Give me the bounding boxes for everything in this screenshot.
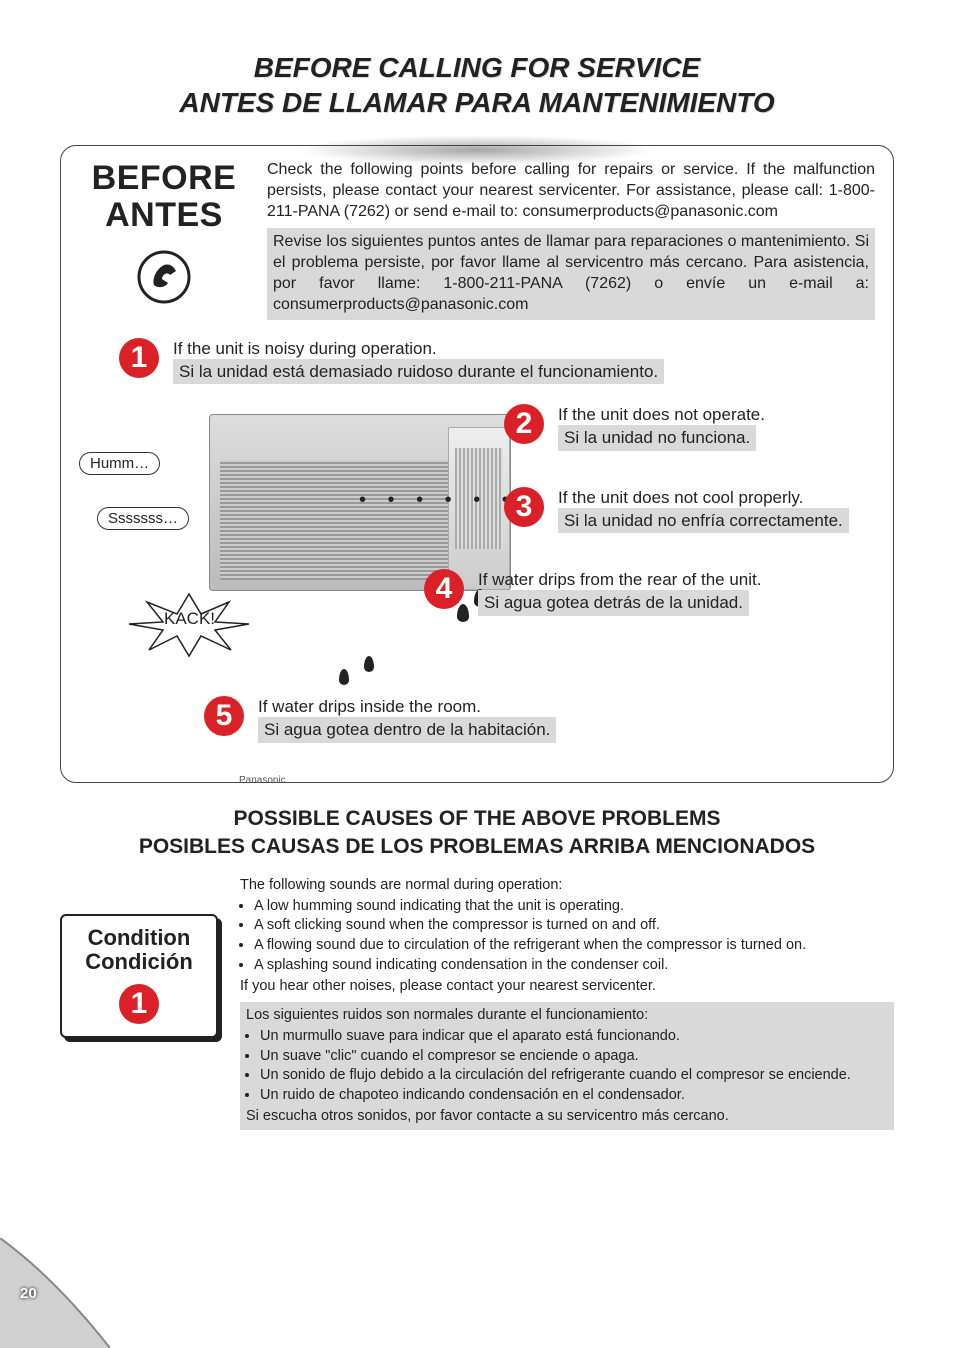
- number-badge: 3: [504, 487, 544, 527]
- item-en: If water drips inside the room.: [258, 696, 556, 717]
- causes-en-outro: If you hear other noises, please contact…: [240, 977, 894, 996]
- causes-heading-es: POSIBLES CAUSAS DE LOS PROBLEMAS ARRIBA …: [60, 833, 894, 861]
- before-label-en: BEFORE: [79, 160, 249, 197]
- number-badge: 4: [424, 569, 464, 609]
- causes-es-list: Un murmullo suave para indicar que el ap…: [246, 1027, 888, 1105]
- causes-es-outro: Si escucha otros sonidos, por favor cont…: [246, 1107, 888, 1126]
- side-items: 2 If the unit does not operate. Si la un…: [504, 404, 875, 652]
- item-es: Si la unidad está demasiado ruidoso dura…: [173, 359, 664, 384]
- sound-humm-label: Humm…: [79, 452, 160, 475]
- page-curl-icon: [0, 1238, 110, 1348]
- troubleshoot-box: BEFORE ANTES Check the following points …: [60, 145, 894, 783]
- condition-label-es: Condición: [62, 950, 216, 974]
- sound-kack-label: KACK!: [164, 609, 215, 629]
- item-es: Si la unidad no funciona.: [558, 425, 756, 450]
- cause-bullet: Un ruido de chapoteo indicando condensac…: [260, 1086, 888, 1105]
- item-text: If water drips from the rear of the unit…: [478, 569, 875, 616]
- cause-bullet: Un murmullo suave para indicar que el ap…: [260, 1027, 888, 1046]
- water-drop-icon: [364, 656, 374, 672]
- manual-page: BEFORE CALLING FOR SERVICE ANTES DE LLAM…: [0, 0, 954, 1348]
- causes-es-block: Los siguientes ruidos son normales duran…: [240, 1002, 894, 1130]
- item-es: Si agua gotea detrás de la unidad.: [478, 590, 749, 615]
- before-right: Check the following points before callin…: [267, 160, 875, 320]
- item-en: If the unit does not cool properly.: [558, 487, 875, 508]
- cause-bullet: A splashing sound indicating condensatio…: [254, 956, 894, 975]
- cause-bullet: A flowing sound due to circulation of th…: [254, 936, 894, 955]
- trouble-item-2: 2 If the unit does not operate. Si la un…: [504, 404, 875, 451]
- number-badge: 1: [119, 338, 159, 378]
- condition-label-en: Condition: [62, 926, 216, 950]
- item-text: If the unit does not operate. Si la unid…: [558, 404, 875, 451]
- item-es: Si agua gotea dentro de la habitación.: [258, 717, 556, 742]
- condition-card: Condition Condición 1: [60, 914, 218, 1038]
- causes-heading: POSSIBLE CAUSES OF THE ABOVE PROBLEMS PO…: [60, 805, 894, 862]
- causes-heading-en: POSSIBLE CAUSES OF THE ABOVE PROBLEMS: [60, 805, 894, 833]
- cause-bullet: A soft clicking sound when the compresso…: [254, 916, 894, 935]
- item-text: If the unit does not cool properly. Si l…: [558, 487, 875, 534]
- item-en: If water drips from the rear of the unit…: [478, 569, 875, 590]
- before-left: BEFORE ANTES: [79, 160, 249, 312]
- cause-bullet: Un suave "clic" cuando el compresor se e…: [260, 1047, 888, 1066]
- causes-en-intro: The following sounds are normal during o…: [240, 876, 894, 895]
- phone-icon: [134, 247, 194, 307]
- number-badge: 2: [504, 404, 544, 444]
- trouble-item-3: 3 If the unit does not cool properly. Si…: [504, 487, 875, 534]
- item-en: If the unit is noisy during operation.: [173, 338, 875, 359]
- page-title-block: BEFORE CALLING FOR SERVICE ANTES DE LLAM…: [60, 50, 894, 120]
- trouble-item-1: 1 If the unit is noisy during operation.…: [119, 338, 875, 385]
- diagram-area: Panasonic Humm… Sssssss… KACK! • • • • •…: [79, 394, 875, 764]
- causes-block: Condition Condición 1 The following soun…: [60, 876, 894, 1130]
- title-line-es: ANTES DE LLAMAR PARA MANTENIMIENTO: [60, 85, 894, 120]
- before-label-es: ANTES: [79, 197, 249, 234]
- cause-bullet: A low humming sound indicating that the …: [254, 897, 894, 916]
- item-es: Si la unidad no enfría correctamente.: [558, 508, 849, 533]
- number-badge: 5: [204, 696, 244, 736]
- causes-es-intro: Los siguientes ruidos son normales duran…: [246, 1006, 888, 1025]
- intro-text-es: Revise los siguientes puntos antes de ll…: [267, 228, 875, 319]
- sound-sss-label: Sssssss…: [97, 507, 189, 530]
- water-drop-icon: [339, 669, 349, 685]
- causes-text: The following sounds are normal during o…: [240, 876, 894, 1130]
- causes-en-list: A low humming sound indicating that the …: [240, 897, 894, 975]
- item-en: If the unit does not operate.: [558, 404, 875, 425]
- before-block: BEFORE ANTES Check the following points …: [79, 160, 875, 320]
- condition-number: 1: [119, 984, 159, 1024]
- intro-text-en: Check the following points before callin…: [267, 160, 875, 222]
- cause-bullet: Un sonido de flujo debido a la circulaci…: [260, 1066, 888, 1085]
- item-text: If water drips inside the room. Si agua …: [258, 696, 556, 743]
- item-text: If the unit is noisy during operation. S…: [173, 338, 875, 385]
- title-line-en: BEFORE CALLING FOR SERVICE: [60, 50, 894, 85]
- trouble-item-5: 5 If water drips inside the room. Si agu…: [204, 696, 556, 743]
- causes-en-block: The following sounds are normal during o…: [240, 876, 894, 996]
- steam-dots: • • • • • •: [359, 489, 517, 512]
- ac-brand-label: Panasonic: [239, 775, 286, 786]
- trouble-item-4: 4 If water drips from the rear of the un…: [424, 569, 875, 616]
- ac-grille: [220, 460, 450, 580]
- page-number: 20: [20, 1285, 37, 1302]
